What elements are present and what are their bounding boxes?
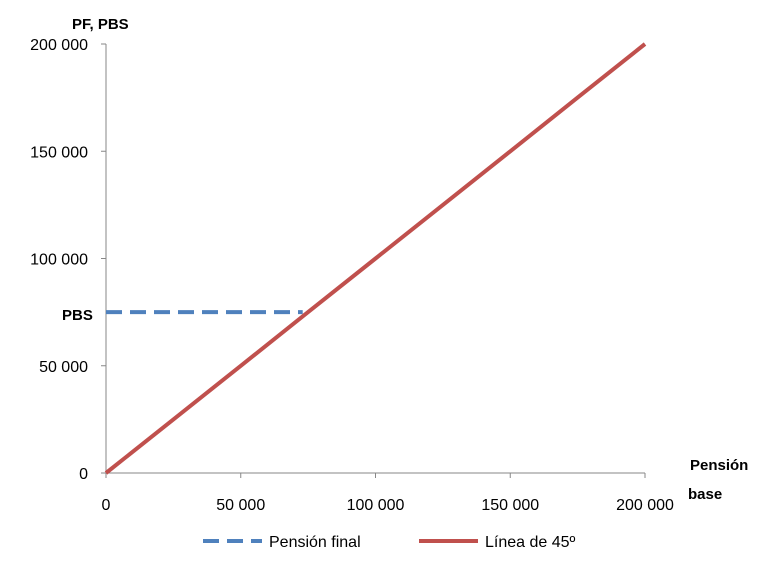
x-tick-label: 0 <box>102 497 111 514</box>
x-tick-label: 200 000 <box>616 497 674 514</box>
y-tick-label: 50 000 <box>39 359 88 376</box>
legend: Pensión final Línea de 45º <box>203 534 576 551</box>
legend-label-pension-final: Pensión final <box>269 534 361 551</box>
pbs-annotation: PBS <box>62 307 93 324</box>
x-tick-label: 150 000 <box>481 497 539 514</box>
legend-label-linea-45: Línea de 45º <box>485 534 576 551</box>
series-line-linea-45 <box>106 44 645 473</box>
y-tick-label: 150 000 <box>30 144 88 161</box>
x-tick-label: 50 000 <box>216 497 265 514</box>
x-axis-title-line2: base <box>688 486 722 503</box>
x-tick-label: 100 000 <box>347 497 405 514</box>
y-axis-title: PF, PBS <box>72 16 129 33</box>
series-group <box>106 44 645 473</box>
y-tick-label: 0 <box>79 466 88 483</box>
y-tick-label: 100 000 <box>30 252 88 269</box>
y-tick-group: 0 50 000 100 000 150 000 200 000 <box>30 37 106 483</box>
y-tick-label: 200 000 <box>30 37 88 54</box>
x-axis-title-line1: Pensión <box>690 457 748 474</box>
x-tick-group: 0 50 000 100 000 150 000 200 000 <box>102 473 674 514</box>
